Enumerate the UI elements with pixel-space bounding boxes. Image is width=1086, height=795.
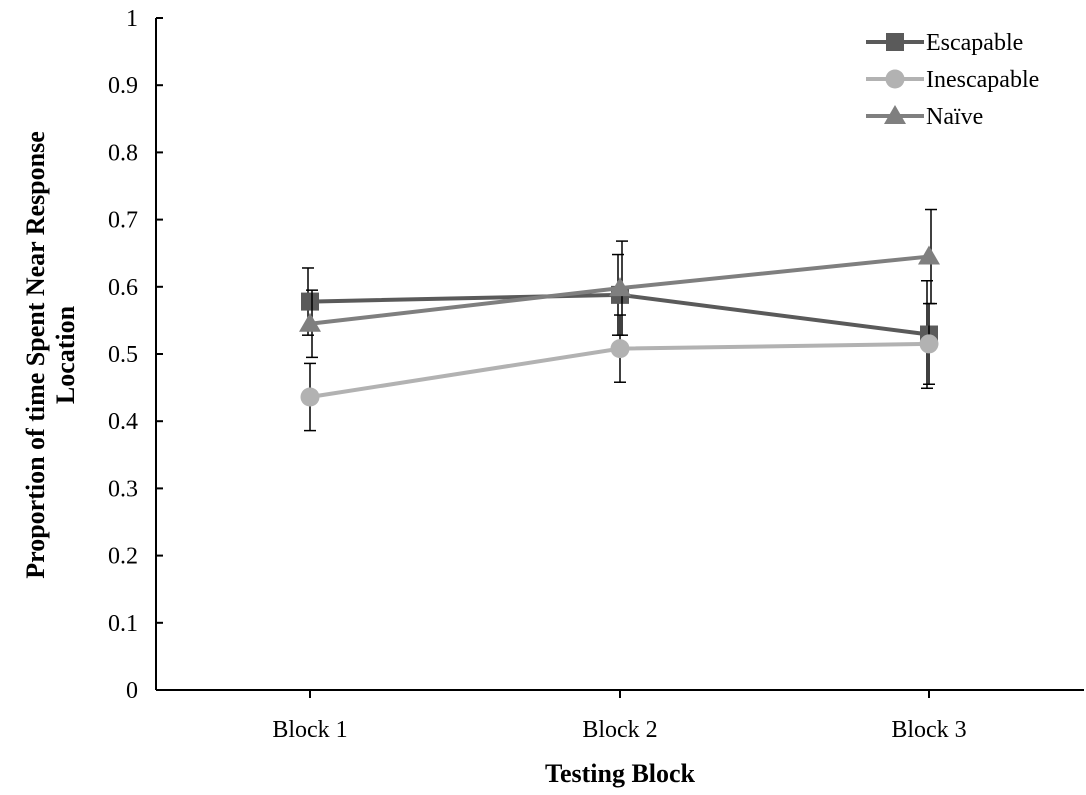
y-tick-label: 0.8 bbox=[108, 140, 138, 166]
x-axis-title: Testing Block bbox=[545, 759, 696, 788]
data-point-circle bbox=[610, 339, 630, 359]
legend-marker-triangle bbox=[884, 105, 906, 124]
y-tick-label: 0.3 bbox=[108, 476, 138, 502]
data-point-square bbox=[301, 292, 319, 311]
y-tick-label: 0 bbox=[126, 678, 138, 704]
legend-marker-square bbox=[886, 33, 904, 51]
legend-item: Inescapable bbox=[866, 67, 1039, 93]
legend: Escapable Inescapable Naïve bbox=[866, 30, 1039, 130]
y-axis-title-line-1: Proportion of time Spent Near Response bbox=[21, 131, 50, 579]
data-point-triangle bbox=[299, 312, 321, 332]
y-tick-label: 0.5 bbox=[108, 342, 138, 368]
y-tick-label: 0.7 bbox=[108, 208, 138, 234]
series-layer bbox=[299, 208, 940, 432]
data-point-triangle bbox=[609, 277, 631, 297]
series-nave bbox=[299, 208, 940, 359]
legend-label: Escapable bbox=[926, 30, 1023, 56]
legend-item: Escapable bbox=[866, 30, 1023, 56]
y-tick-label: 0.6 bbox=[108, 275, 138, 301]
y-axis-title-line-2: Location bbox=[51, 305, 80, 404]
legend-item: Naïve bbox=[866, 104, 983, 130]
y-tick-label: 1 bbox=[126, 6, 138, 32]
y-tick-label: 0.4 bbox=[108, 409, 138, 435]
x-tick-label: Block 3 bbox=[891, 717, 966, 743]
series-inescapable bbox=[300, 302, 939, 432]
data-point-circle bbox=[919, 334, 939, 354]
data-point-triangle bbox=[918, 245, 940, 265]
axes: 0 0.1 0.2 0.3 0.4 0.5 0.6 0.7 0.8 0.9 1 Block 1 Bloc… bbox=[108, 6, 1084, 743]
legend-label: Inescapable bbox=[926, 67, 1039, 93]
data-point-circle bbox=[300, 387, 320, 407]
y-tick-label: 0.9 bbox=[108, 73, 138, 99]
x-tick-label: Block 1 bbox=[272, 717, 347, 743]
y-axis-title: Proportion of time Spent Near Response L… bbox=[21, 131, 80, 579]
legend-label: Naïve bbox=[926, 104, 983, 130]
x-tick-label: Block 2 bbox=[582, 717, 657, 743]
y-tick-label: 0.1 bbox=[108, 611, 138, 637]
legend-marker-circle bbox=[885, 69, 905, 89]
y-tick-label: 0.2 bbox=[108, 544, 138, 570]
